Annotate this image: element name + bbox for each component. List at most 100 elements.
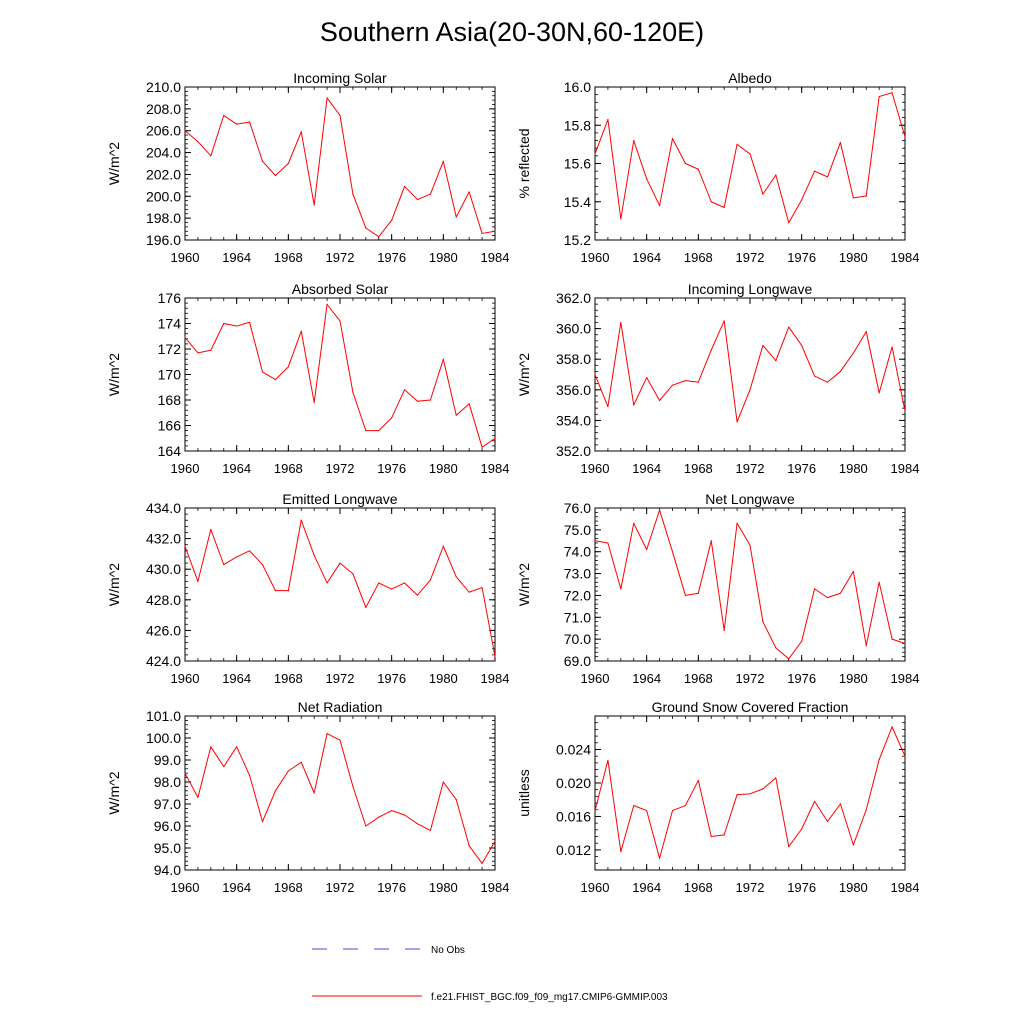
x-tick-label: 1960 <box>581 461 610 476</box>
x-tick-label: 1972 <box>326 880 355 895</box>
data-point <box>210 349 212 351</box>
y-tick-label: 352.0 <box>556 443 591 459</box>
data-point <box>248 321 251 323</box>
data-point <box>378 236 380 238</box>
x-tick-label: 1964 <box>632 880 661 895</box>
data-point <box>684 804 687 807</box>
chart-panel: Absorbed Solar W/m^2 1960 1964 1968 1972 1976 1… <box>106 281 509 476</box>
chart-title: Incoming Longwave <box>688 281 813 297</box>
data-point <box>261 371 264 373</box>
data-point <box>904 755 906 757</box>
data-point <box>710 835 712 838</box>
data-point <box>749 153 751 155</box>
data-point <box>274 790 277 792</box>
data-point <box>607 759 609 761</box>
data-point <box>494 230 496 232</box>
y-tick-label: 69.0 <box>564 653 591 669</box>
data-point <box>416 594 419 596</box>
y-tick-label: 174 <box>158 316 182 332</box>
data-point <box>852 352 854 354</box>
y-tick-label: 168 <box>158 392 182 408</box>
data-point <box>749 793 751 795</box>
y-tick-label: 15.2 <box>564 232 591 248</box>
data-point <box>723 206 725 209</box>
data-point <box>671 809 674 812</box>
data-point <box>339 114 341 117</box>
data-point <box>865 331 867 333</box>
y-tick-label: 166 <box>158 418 182 434</box>
x-tick-label: 1980 <box>839 880 868 895</box>
y-tick-label: 430.0 <box>146 561 181 577</box>
data-point <box>865 809 867 811</box>
data-point <box>684 162 687 165</box>
data-point <box>801 344 803 347</box>
data-point <box>391 219 393 221</box>
data-point <box>236 746 238 748</box>
x-tick-label: 1960 <box>581 250 610 265</box>
data-point <box>313 204 315 206</box>
x-tick-label: 1976 <box>787 250 816 265</box>
data-point <box>494 655 496 658</box>
y-tick-label: 16.0 <box>564 79 591 95</box>
x-tick-label: 1984 <box>891 250 920 265</box>
data-point <box>891 92 893 94</box>
x-tick-label: 1960 <box>581 671 610 686</box>
y-axis-label: W/m^2 <box>106 142 122 185</box>
data-point <box>697 592 699 594</box>
data-point <box>594 373 596 376</box>
data-point <box>891 346 893 348</box>
data-point <box>378 430 380 432</box>
chart-title: Incoming Solar <box>293 70 387 86</box>
x-tick-label: 1972 <box>326 250 355 265</box>
data-point <box>442 160 444 162</box>
data-point <box>403 582 406 584</box>
data-point <box>658 509 661 511</box>
x-tick-label: 1968 <box>684 880 713 895</box>
y-tick-label: 100.0 <box>146 730 181 746</box>
y-tick-label: 362.0 <box>556 290 591 306</box>
y-tick-label: 73.0 <box>564 566 591 582</box>
x-tick-label: 1984 <box>891 880 920 895</box>
series-line <box>184 519 496 657</box>
series-line <box>184 303 496 448</box>
data-point <box>839 141 842 144</box>
data-point <box>646 548 648 551</box>
data-point <box>339 739 341 741</box>
data-point <box>223 766 225 768</box>
chart-panel: Albedo % reflected 1960 1964 1968 1972 1976 198… <box>516 70 919 265</box>
x-tick-label: 1964 <box>632 671 661 686</box>
y-tick-label: 98.0 <box>154 774 181 790</box>
y-tick-label: 198.0 <box>146 210 181 226</box>
y-tick-label: 196.0 <box>146 232 181 248</box>
y-tick-label: 356.0 <box>556 382 591 398</box>
data-point <box>891 638 893 640</box>
data-point <box>326 582 328 584</box>
data-point <box>891 726 893 728</box>
data-point <box>736 143 738 145</box>
data-point <box>620 850 622 853</box>
x-tick-label: 1976 <box>377 250 406 265</box>
data-point <box>697 779 699 782</box>
data-point <box>481 232 483 235</box>
plot-frame <box>184 715 496 871</box>
data-point <box>274 379 277 381</box>
x-tick-label: 1960 <box>171 250 200 265</box>
x-tick-label: 1976 <box>377 461 406 476</box>
data-point <box>633 404 635 406</box>
x-tick-label: 1960 <box>171 880 200 895</box>
data-point <box>813 588 816 590</box>
y-tick-label: 434.0 <box>146 500 181 516</box>
data-point <box>697 168 699 170</box>
data-point <box>300 519 302 521</box>
x-tick-label: 1968 <box>684 250 713 265</box>
data-point <box>352 391 354 393</box>
chart-title: Absorbed Solar <box>292 281 389 297</box>
y-tick-label: 74.0 <box>564 544 591 560</box>
data-point <box>671 138 674 140</box>
data-point <box>429 399 432 401</box>
y-tick-label: 0.012 <box>556 842 591 858</box>
data-point <box>607 542 609 544</box>
data-point <box>723 834 725 836</box>
data-point <box>455 576 457 578</box>
data-point <box>762 788 764 790</box>
